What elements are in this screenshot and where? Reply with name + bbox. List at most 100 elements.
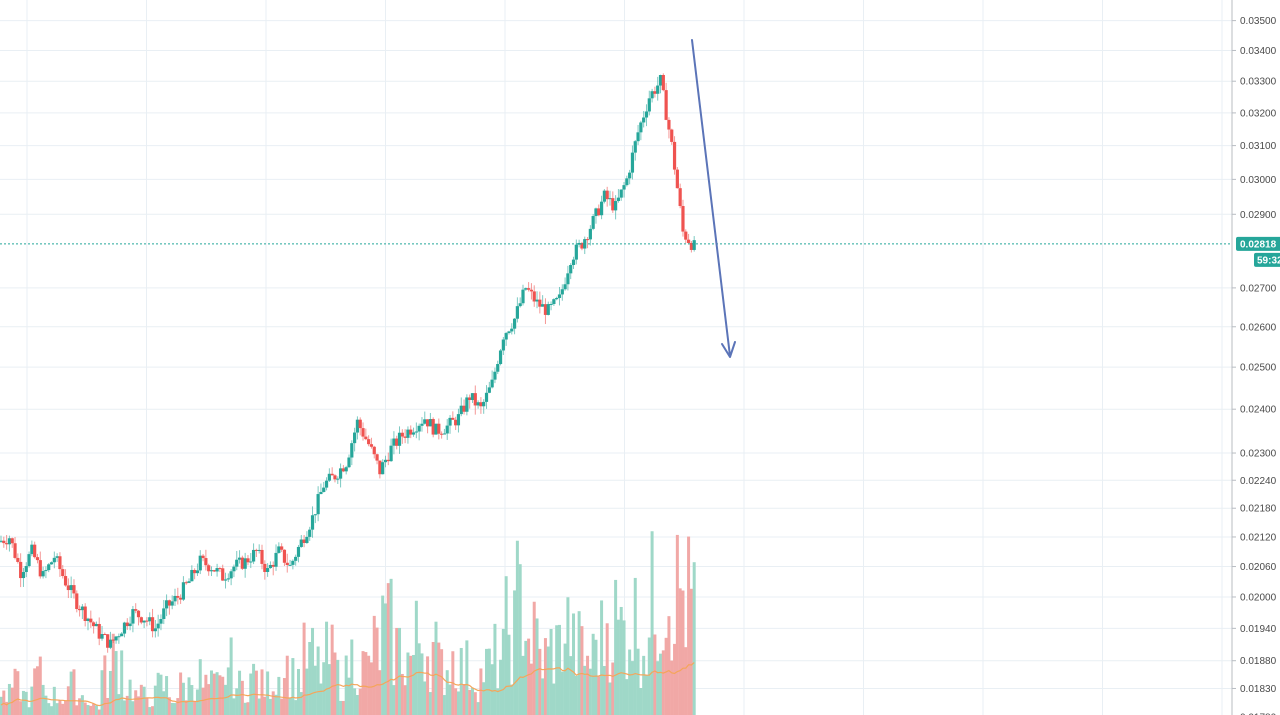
candle-body bbox=[375, 454, 379, 461]
candle-body bbox=[580, 242, 584, 249]
volume-bar bbox=[479, 668, 483, 715]
volume-bar bbox=[583, 665, 587, 715]
bar-countdown-label: 59:32 bbox=[1257, 255, 1280, 266]
volume-bar bbox=[156, 672, 160, 715]
volume-bar bbox=[302, 622, 306, 715]
candle-body bbox=[237, 557, 242, 560]
candle-body bbox=[344, 467, 348, 472]
volume-bar bbox=[47, 703, 51, 715]
candle-body bbox=[670, 129, 674, 142]
volume-bar bbox=[153, 685, 157, 715]
volume-bar bbox=[670, 660, 674, 715]
volume-bar bbox=[89, 705, 93, 715]
volume-bar bbox=[142, 686, 146, 715]
volume-bar bbox=[521, 655, 525, 715]
downtrend-arrow-annotation[interactable] bbox=[691, 39, 736, 358]
volume-bar bbox=[224, 684, 228, 715]
volume-bar bbox=[305, 668, 309, 715]
candle-body bbox=[47, 564, 51, 571]
volume-bar bbox=[499, 659, 503, 715]
volume-bar bbox=[291, 658, 295, 715]
volume-bar bbox=[55, 703, 59, 715]
candle-body bbox=[543, 304, 548, 315]
volume-bar bbox=[456, 691, 460, 715]
price-tick-label: 0.01780 bbox=[1240, 713, 1277, 715]
candle-body bbox=[324, 480, 329, 488]
volume-bar bbox=[633, 577, 637, 715]
candle-body bbox=[333, 475, 337, 480]
volume-bar bbox=[375, 627, 379, 715]
candle-body bbox=[456, 414, 461, 426]
volume-bar bbox=[383, 603, 387, 715]
volume-bar bbox=[518, 564, 522, 715]
volume-bar bbox=[204, 674, 208, 715]
candle-body bbox=[667, 119, 671, 130]
candle-body bbox=[462, 405, 466, 412]
candle-body bbox=[80, 606, 84, 611]
volume-bar bbox=[350, 639, 354, 715]
candle-body bbox=[501, 339, 505, 351]
candle-body bbox=[139, 617, 143, 623]
volume-bar bbox=[431, 641, 435, 715]
volume-bar bbox=[678, 588, 682, 715]
price-tick-label: 0.03200 bbox=[1240, 108, 1277, 119]
candle-body bbox=[16, 557, 20, 562]
candle-body bbox=[656, 85, 660, 94]
candle-body bbox=[588, 228, 592, 240]
candle-body bbox=[49, 562, 54, 565]
volume-bar bbox=[232, 698, 236, 715]
volume-bar bbox=[515, 540, 519, 715]
volume-bar bbox=[263, 696, 267, 715]
candle-body bbox=[482, 401, 486, 407]
volume-bar bbox=[94, 705, 98, 715]
price-tick-label: 0.02600 bbox=[1240, 322, 1277, 333]
volume-bar bbox=[639, 687, 643, 715]
volume-bar bbox=[333, 652, 337, 715]
candle-body bbox=[30, 544, 34, 555]
volume-bar bbox=[361, 651, 365, 715]
candle-body bbox=[521, 289, 525, 304]
candle-body bbox=[378, 460, 382, 475]
candle-body bbox=[94, 623, 99, 627]
candle-body bbox=[136, 610, 141, 618]
volume-bar bbox=[266, 671, 270, 715]
candle-body bbox=[61, 569, 65, 577]
candle-body bbox=[125, 622, 129, 627]
candle-body bbox=[0, 540, 3, 542]
arrow-head bbox=[721, 341, 736, 358]
volume-bar bbox=[69, 671, 73, 715]
candle-body bbox=[490, 379, 494, 388]
volume-bar bbox=[569, 656, 573, 715]
volume-bar bbox=[538, 648, 542, 715]
candle-body bbox=[400, 432, 404, 437]
candle-body bbox=[642, 117, 646, 123]
candle-body bbox=[201, 555, 205, 559]
volume-bar bbox=[560, 671, 564, 715]
candle-body bbox=[249, 561, 253, 563]
volume-bar bbox=[44, 695, 48, 715]
volume-bar bbox=[151, 706, 155, 715]
candle-body bbox=[288, 564, 292, 566]
volume-bar bbox=[41, 684, 45, 715]
price-tick-label: 0.02500 bbox=[1240, 363, 1277, 374]
candle-body bbox=[411, 432, 416, 435]
price-tick-label: 0.03300 bbox=[1240, 77, 1277, 88]
volume-bar bbox=[355, 695, 359, 715]
candle-body bbox=[353, 432, 357, 444]
volume-bar bbox=[434, 621, 438, 715]
volume-bar bbox=[78, 698, 82, 715]
candle-body bbox=[21, 572, 26, 579]
candle-body bbox=[504, 333, 508, 340]
candle-body bbox=[549, 303, 553, 305]
volume-bar bbox=[527, 638, 531, 715]
candle-body bbox=[223, 579, 228, 581]
volume-bar bbox=[597, 676, 601, 715]
candle-body bbox=[541, 304, 545, 307]
volume-bar bbox=[659, 653, 663, 715]
candle-body bbox=[7, 538, 12, 545]
volume-bar bbox=[83, 702, 87, 715]
candle-body bbox=[434, 423, 438, 435]
volume-bar bbox=[549, 629, 553, 715]
candle-body bbox=[108, 639, 113, 648]
